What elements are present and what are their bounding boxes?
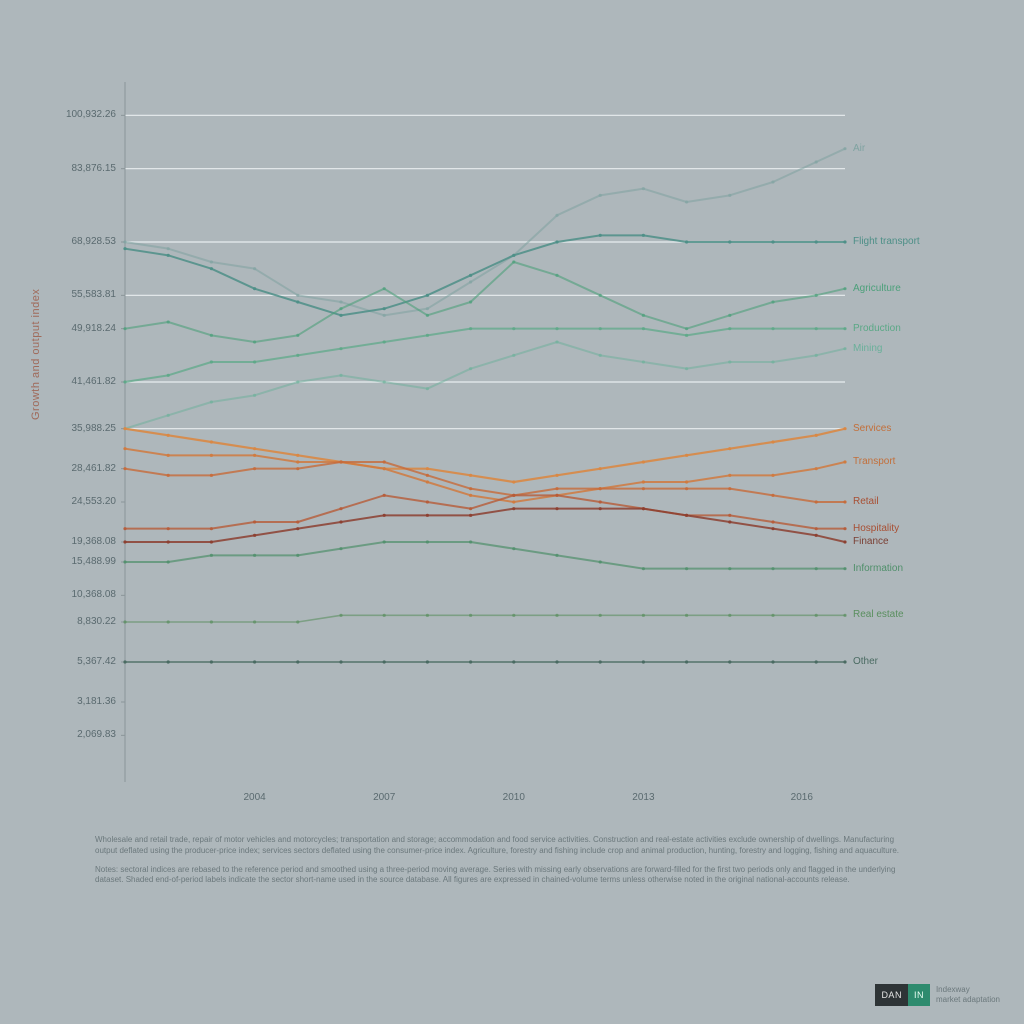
series-label: Flight transport bbox=[853, 237, 920, 247]
y-tick-label: 19,368.08 bbox=[60, 536, 116, 547]
chart-footnotes: Wholesale and retail trade, repair of mo… bbox=[95, 835, 915, 894]
logo-caption-line2: market adaptation bbox=[936, 995, 1000, 1005]
x-tick-label: 2007 bbox=[373, 792, 395, 803]
y-tick-label: 100,932.26 bbox=[60, 109, 116, 120]
x-tick-label: 2013 bbox=[632, 792, 654, 803]
y-tick-label: 8,830.22 bbox=[60, 616, 116, 627]
x-tick-label: 2004 bbox=[243, 792, 265, 803]
series-label: Mining bbox=[853, 344, 882, 354]
series-label: Finance bbox=[853, 537, 889, 547]
line-chart bbox=[60, 70, 960, 810]
y-tick-label: 2,069.83 bbox=[60, 729, 116, 740]
logo-badge: DAN IN bbox=[875, 984, 930, 1006]
y-tick-label: 10,368.08 bbox=[60, 589, 116, 600]
y-tick-label: 24,553.20 bbox=[60, 496, 116, 507]
logo-caption: Indexway market adaptation bbox=[936, 985, 1000, 1004]
x-tick-label: 2016 bbox=[791, 792, 813, 803]
series-label: Information bbox=[853, 564, 903, 574]
footnote-2: Notes: sectoral indices are rebased to t… bbox=[95, 865, 915, 887]
series-label: Production bbox=[853, 324, 901, 334]
y-tick-label: 55,583.81 bbox=[60, 289, 116, 300]
publisher-logo: DAN IN Indexway market adaptation bbox=[875, 984, 1000, 1006]
y-tick-label: 68,928.53 bbox=[60, 236, 116, 247]
y-tick-label: 3,181.36 bbox=[60, 696, 116, 707]
y-axis-title: Growth and output index bbox=[30, 289, 42, 420]
logo-caption-line1: Indexway bbox=[936, 985, 1000, 995]
chart-container: 100,932.26 83,876.15 68,928.53 55,583.81 49,… bbox=[60, 70, 960, 810]
logo-left-text: DAN bbox=[875, 984, 908, 1006]
series-label: Agriculture bbox=[853, 284, 901, 294]
y-tick-label: 41,461.82 bbox=[60, 376, 116, 387]
series-label: Transport bbox=[853, 457, 895, 467]
y-tick-label: 83,876.15 bbox=[60, 163, 116, 174]
y-tick-label: 5,367.42 bbox=[60, 656, 116, 667]
series-label: Retail bbox=[853, 497, 879, 507]
y-tick-label: 28,461.82 bbox=[60, 463, 116, 474]
series-label: Real estate bbox=[853, 610, 904, 620]
footnote-1: Wholesale and retail trade, repair of mo… bbox=[95, 835, 915, 857]
series-label: Air bbox=[853, 144, 865, 154]
y-tick-label: 15,488.99 bbox=[60, 556, 116, 567]
series-label: Other bbox=[853, 657, 878, 667]
y-tick-label: 49,918.24 bbox=[60, 323, 116, 334]
series-label: Hospitality bbox=[853, 524, 899, 534]
logo-right-text: IN bbox=[908, 984, 930, 1006]
y-tick-label: 35,988.25 bbox=[60, 423, 116, 434]
x-tick-label: 2010 bbox=[503, 792, 525, 803]
series-label: Services bbox=[853, 424, 891, 434]
